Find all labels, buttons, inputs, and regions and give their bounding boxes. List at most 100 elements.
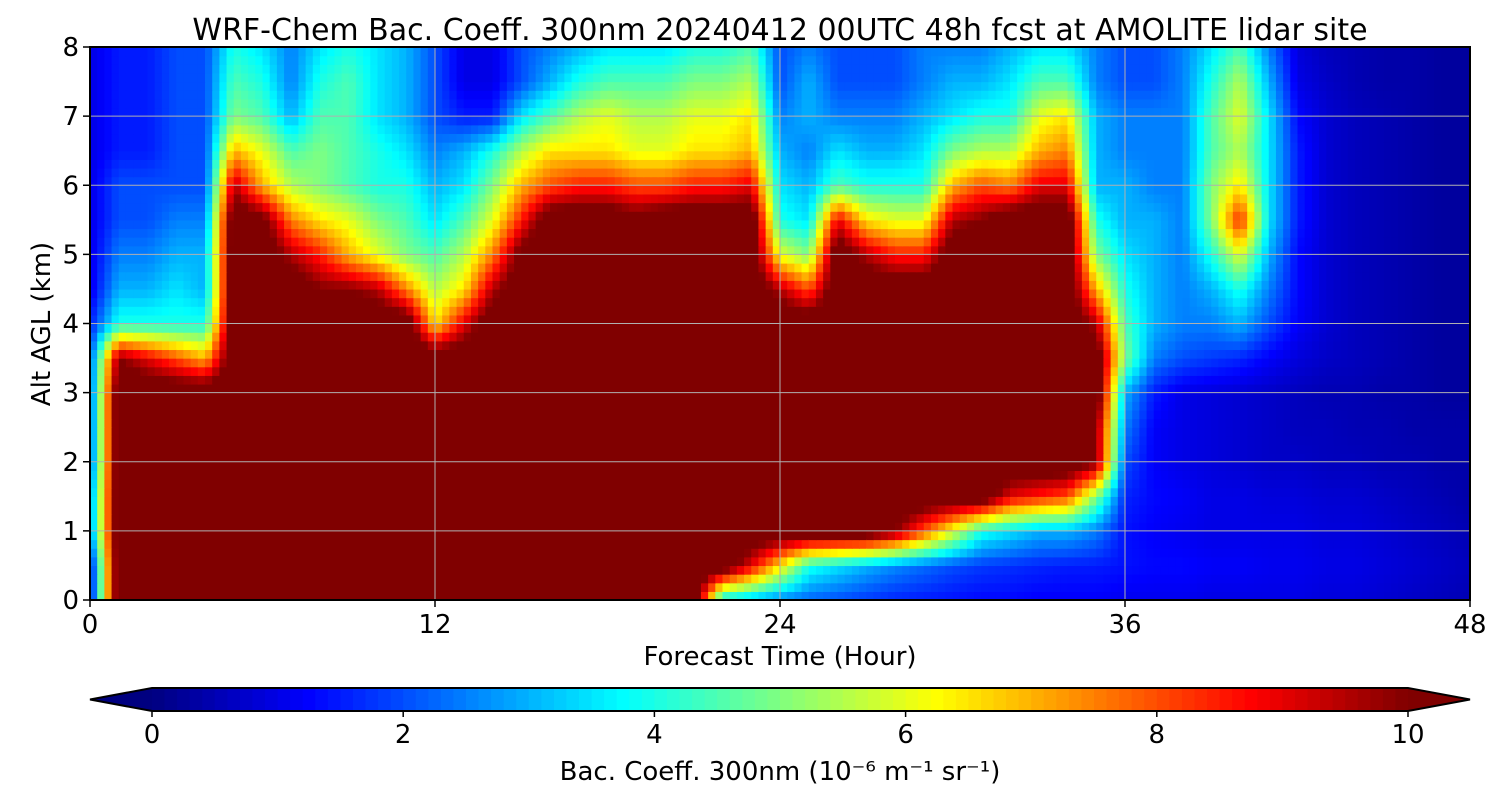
- heatmap-cell: [1175, 401, 1184, 411]
- heatmap-cell: [521, 375, 530, 385]
- heatmap-cell: [312, 582, 321, 592]
- heatmap-cell: [923, 504, 932, 515]
- heatmap-cell: [844, 427, 853, 437]
- heatmap-cell: [751, 418, 760, 428]
- heatmap-cell: [269, 565, 278, 575]
- heatmap-cell: [1103, 401, 1112, 411]
- heatmap-cell: [492, 487, 501, 497]
- heatmap-cell: [1081, 582, 1090, 592]
- heatmap-cell: [851, 479, 860, 489]
- heatmap-cell: [981, 470, 990, 480]
- heatmap-cell: [830, 556, 839, 567]
- heatmap-cell: [571, 522, 580, 532]
- heatmap-cell: [291, 539, 300, 549]
- heatmap-cell: [887, 401, 896, 411]
- heatmap-cell: [772, 556, 781, 567]
- heatmap-cell: [729, 591, 738, 600]
- heatmap-cell: [794, 418, 803, 428]
- heatmap-cell: [1261, 548, 1270, 558]
- heatmap-cell: [377, 496, 386, 506]
- heatmap-cell: [1398, 487, 1406, 497]
- heatmap-cell: [830, 522, 839, 532]
- heatmap-cell: [557, 479, 565, 489]
- heatmap-cell: [176, 530, 185, 541]
- heatmap-cell: [391, 392, 400, 402]
- heatmap-cell: [1290, 496, 1299, 506]
- heatmap-cell: [1247, 444, 1255, 454]
- heatmap-cell: [823, 565, 831, 575]
- heatmap-cell: [981, 401, 990, 411]
- heatmap-cell: [118, 409, 127, 420]
- heatmap-cell: [161, 591, 170, 600]
- heatmap-cell: [679, 461, 688, 471]
- heatmap-cell: [492, 479, 501, 489]
- heatmap-cell: [1283, 479, 1291, 489]
- heatmap-cell: [147, 496, 156, 506]
- heatmap-cell: [772, 427, 781, 437]
- heatmap-cell: [233, 574, 242, 584]
- heatmap-cell: [370, 582, 379, 592]
- heatmap-cell: [463, 504, 472, 515]
- heatmap-cell: [391, 453, 400, 463]
- heatmap-cell: [190, 444, 199, 454]
- heatmap-cell: [923, 591, 932, 600]
- heatmap-cell: [1268, 470, 1277, 480]
- heatmap-cell: [1333, 591, 1342, 600]
- heatmap-cell: [1196, 513, 1205, 523]
- heatmap-cell: [887, 522, 896, 532]
- heatmap-cell: [1355, 418, 1363, 428]
- heatmap-cell: [90, 479, 98, 489]
- heatmap-cell: [514, 358, 522, 368]
- heatmap-cell: [902, 548, 910, 558]
- heatmap-cell: [521, 392, 530, 402]
- heatmap-cell: [981, 565, 990, 575]
- heatmap-cell: [859, 444, 867, 454]
- heatmap-cell: [161, 392, 170, 402]
- heatmap-cell: [506, 461, 515, 471]
- heatmap-cell: [600, 565, 609, 575]
- heatmap-cell: [1175, 582, 1184, 592]
- heatmap-cell: [629, 444, 637, 454]
- heatmap-cell: [1125, 539, 1133, 549]
- heatmap-cell: [1182, 591, 1191, 600]
- heatmap-field: [90, 47, 1470, 600]
- heatmap-cell: [391, 375, 400, 385]
- heatmap-cell: [607, 392, 616, 402]
- heatmap-cell: [341, 582, 350, 592]
- heatmap-cell: [1455, 461, 1464, 471]
- heatmap-cell: [1355, 504, 1363, 515]
- heatmap-cell: [1390, 530, 1399, 541]
- heatmap-cell: [528, 427, 537, 437]
- heatmap-cell: [298, 401, 307, 411]
- heatmap-cell: [966, 418, 975, 428]
- heatmap-cell: [1390, 504, 1399, 515]
- heatmap-cell: [154, 513, 163, 523]
- heatmap-cell: [837, 582, 846, 592]
- heatmap-cell: [665, 539, 673, 549]
- heatmap-cell: [657, 409, 666, 420]
- heatmap-cell: [1067, 556, 1076, 567]
- heatmap-cell: [104, 401, 113, 411]
- heatmap-cell: [341, 496, 350, 506]
- heatmap-cell: [542, 591, 551, 600]
- heatmap-cell: [880, 565, 889, 575]
- heatmap-cell: [909, 479, 918, 489]
- heatmap-cell: [916, 556, 925, 567]
- heatmap-cell: [248, 574, 256, 584]
- heatmap-cell: [578, 444, 587, 454]
- heatmap-cell: [348, 470, 357, 480]
- heatmap-cell: [909, 513, 918, 523]
- heatmap-cell: [650, 582, 659, 592]
- heatmap-cell: [686, 539, 695, 549]
- heatmap-cell: [614, 496, 623, 506]
- heatmap-cell: [1045, 556, 1054, 567]
- heatmap-cell: [686, 582, 695, 592]
- heatmap-cell: [406, 435, 415, 446]
- heatmap-cell: [988, 539, 997, 549]
- heatmap-cell: [1319, 409, 1327, 420]
- heatmap-cell: [1211, 392, 1220, 402]
- heatmap-cell: [1254, 453, 1263, 463]
- heatmap-cell: [887, 409, 896, 420]
- heatmap-cell: [665, 479, 673, 489]
- heatmap-cell: [636, 453, 645, 463]
